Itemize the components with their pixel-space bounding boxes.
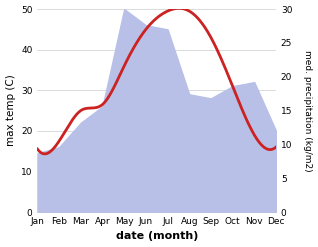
Y-axis label: max temp (C): max temp (C) <box>5 75 16 146</box>
Y-axis label: med. precipitation (kg/m2): med. precipitation (kg/m2) <box>303 50 313 171</box>
X-axis label: date (month): date (month) <box>115 231 198 242</box>
